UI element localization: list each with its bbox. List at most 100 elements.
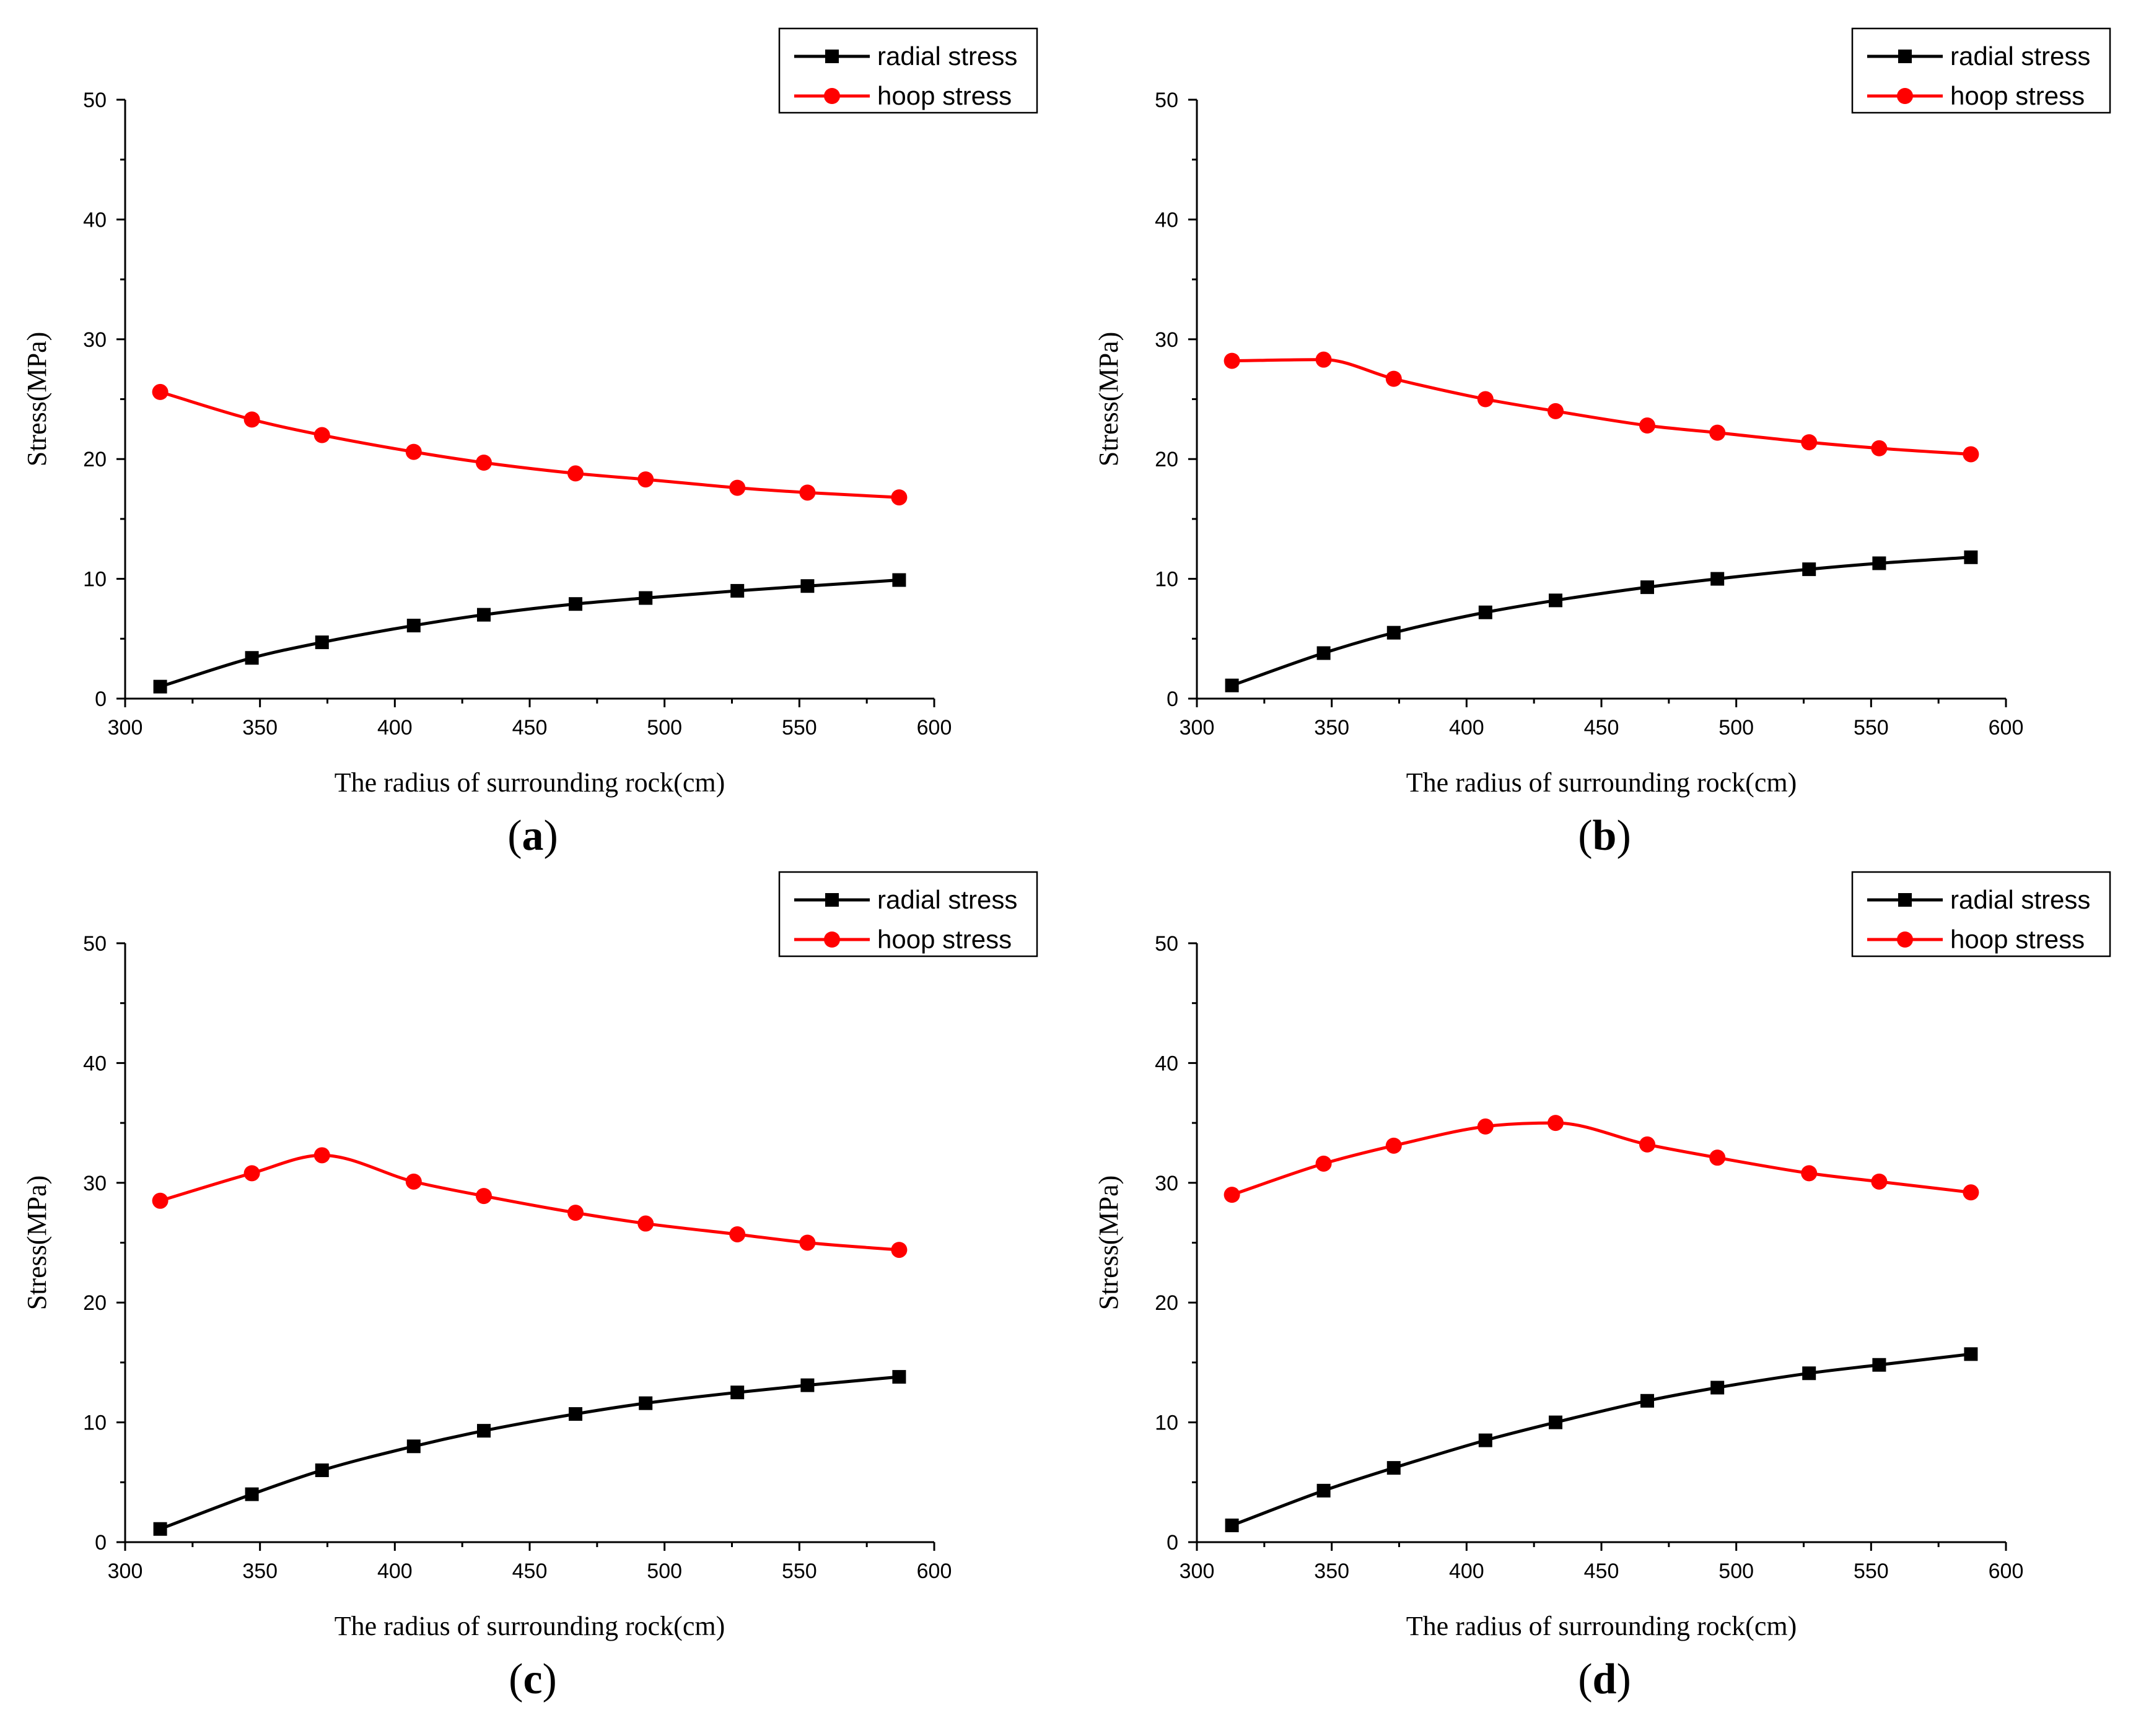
legend-label: radial stress [1950, 41, 2090, 71]
data-point-circle [729, 479, 746, 496]
y-axis-title: Stress(MPa) [1093, 332, 1124, 467]
legend-label: radial stress [877, 41, 1017, 71]
data-point-square [1710, 572, 1725, 586]
x-tick-label: 300 [108, 716, 143, 739]
data-point-square [1386, 1461, 1401, 1475]
data-point-square [1872, 556, 1886, 570]
x-tick-label: 350 [242, 1559, 278, 1583]
y-tick-label: 20 [83, 1291, 107, 1315]
data-point-square [1640, 1394, 1655, 1408]
data-point-circle [1801, 1165, 1818, 1182]
y-tick-label: 30 [83, 328, 107, 352]
series-line [159, 1375, 900, 1531]
chart-panel-a: 300 350 400 450 500 550 600 0 10 20 30 40 50 The radi… [22, 27, 1038, 860]
series-line [1231, 556, 1971, 687]
x-axis-title: The radius of surrounding rock(cm) [1406, 767, 1797, 798]
data-point-circle [152, 1192, 169, 1209]
data-point-circle [405, 1173, 422, 1190]
x-tick-label: 600 [917, 1559, 952, 1583]
x-tick-label: 600 [1989, 716, 2024, 739]
data-point-circle [1639, 1136, 1656, 1153]
y-tick-label: 0 [95, 687, 107, 711]
data-point-circle [1224, 352, 1240, 369]
data-point-square [245, 1487, 259, 1501]
data-point-square [639, 1396, 653, 1410]
legend-marker-circle [1897, 88, 1913, 104]
data-point-square [1478, 605, 1492, 619]
x-tick-label: 300 [1180, 716, 1215, 739]
data-point-square [569, 1407, 583, 1421]
legend-label: hoop stress [1950, 925, 2085, 954]
data-point-circle [1315, 351, 1332, 368]
data-point-circle [567, 1205, 584, 1221]
data-point-square [315, 635, 329, 650]
chart-panel-b: 300 350 400 450 500 550 600 0 10 20 30 40 50 The radi… [1093, 27, 2111, 860]
data-point-circle [729, 1226, 746, 1242]
data-point-circle [243, 411, 260, 428]
data-point-circle [799, 1234, 816, 1251]
data-point-square [639, 591, 653, 605]
legend-label: radial stress [1950, 885, 2090, 914]
y-tick-label: 0 [1167, 1531, 1178, 1555]
data-point-circle [637, 1215, 654, 1232]
x-tick-label: 400 [1449, 716, 1484, 739]
y-tick-label: 10 [1155, 568, 1178, 591]
x-tick-label: 600 [917, 716, 952, 739]
legend-marker-circle [824, 931, 840, 948]
data-point-circle [1315, 1155, 1332, 1172]
legend-marker-circle [824, 88, 840, 104]
legend-box [778, 27, 1038, 114]
data-point-square [1225, 1518, 1239, 1532]
data-point-square [1964, 1347, 1978, 1361]
data-point-circle [1385, 1137, 1402, 1154]
legend-label: radial stress [877, 885, 1017, 914]
data-point-circle [1801, 434, 1818, 451]
legend-label: hoop stress [877, 925, 1012, 954]
y-tick-label: 20 [1155, 448, 1178, 471]
x-tick-label: 550 [782, 1559, 817, 1583]
x-tick-label: 450 [1584, 716, 1619, 739]
data-point-square [476, 608, 491, 622]
data-point-square [153, 1522, 167, 1536]
series-radial-stress [153, 573, 906, 694]
series-radial-stress [1225, 550, 1978, 692]
y-tick-label: 40 [83, 1052, 107, 1075]
legend-label: hoop stress [1950, 81, 2085, 110]
panel-label: (d) [1578, 1655, 1631, 1703]
data-point-square [1640, 580, 1655, 595]
data-point-square [315, 1463, 329, 1477]
legend-marker-square [825, 50, 839, 63]
x-axis-title: The radius of surrounding rock(cm) [1406, 1611, 1797, 1641]
legend-box [778, 871, 1038, 957]
legend: radial stress hoop stress [778, 27, 1038, 114]
x-tick-label: 550 [782, 716, 817, 739]
legend: radial stress hoop stress [778, 871, 1038, 957]
data-point-circle [891, 1242, 908, 1258]
series-line [159, 1153, 900, 1252]
data-point-square [245, 651, 259, 665]
data-point-circle [152, 383, 169, 400]
series-hoop-stress [152, 1147, 908, 1258]
x-tick-label: 450 [512, 716, 548, 739]
panel-label: (a) [507, 812, 558, 860]
data-point-square [730, 583, 745, 598]
series-radial-stress [1225, 1347, 1978, 1532]
y-tick-label: 40 [1155, 208, 1178, 232]
series-line [159, 390, 900, 499]
y-tick-label: 50 [83, 89, 107, 112]
legend-marker-square [825, 893, 839, 907]
y-tick-label: 0 [1167, 687, 1178, 711]
data-point-circle [891, 489, 908, 506]
y-tick-label: 50 [83, 932, 107, 956]
data-point-circle [313, 427, 330, 443]
data-point-circle [405, 443, 422, 460]
x-tick-label: 600 [1989, 1559, 2024, 1583]
y-tick-label: 10 [1155, 1411, 1178, 1435]
legend: radial stress hoop stress [1851, 871, 2111, 957]
y-tick-label: 30 [83, 1172, 107, 1195]
data-point-circle [1871, 440, 1888, 456]
data-point-square [1548, 593, 1562, 608]
data-point-circle [1963, 1184, 1979, 1201]
x-tick-label: 350 [1314, 1559, 1349, 1583]
data-point-circle [1477, 391, 1494, 408]
